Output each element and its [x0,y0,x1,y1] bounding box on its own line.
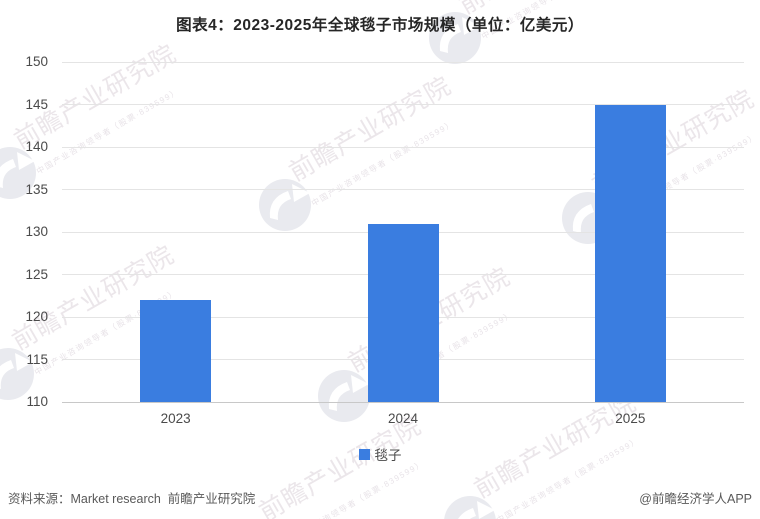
source-note: 资料来源：Market research 前瞻产业研究院 [8,492,256,506]
x-axis-label: 2025 [615,411,646,426]
y-axis-tick-label: 130 [25,224,48,239]
gridline [62,61,744,63]
bar-2024 [367,223,439,402]
gridline [62,189,744,190]
legend-swatch [358,448,370,460]
y-axis-tick-label: 115 [26,351,48,367]
bar-2025 [594,104,666,402]
y-axis-tick-label: 135 [25,181,48,197]
y-axis-tick-label: 110 [26,394,48,409]
y-axis-tick-label: 140 [25,139,48,154]
x-axis-label: 2023 [160,411,191,426]
y-axis-tick-label: 120 [25,309,48,324]
credit-note: @前瞻经济学人APP [639,492,752,506]
legend: 毯子 [0,444,760,464]
y-axis-tick-label: 150 [25,54,48,69]
x-axis-line [62,401,744,403]
legend-label: 毯子 [374,448,402,463]
y-axis-tick-label: 125 [25,266,48,282]
gridline [62,104,744,105]
y-axis-tick-label: 145 [25,96,48,112]
chart-title: 图表4：2023-2025年全球毯子市场规模（单位：亿美元） [176,17,584,34]
x-axis-label: 2024 [387,411,419,426]
gridline [62,146,744,148]
bar-2023 [140,300,212,402]
legend-item-blanket[interactable]: 毯子 [358,444,402,464]
